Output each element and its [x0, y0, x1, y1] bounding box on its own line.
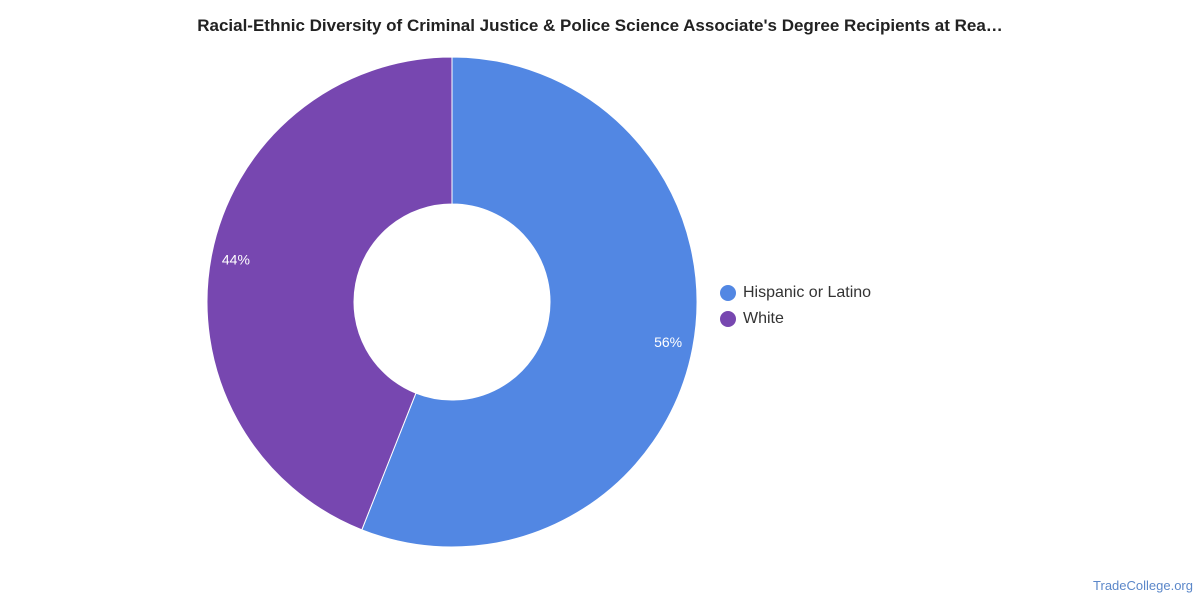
- legend-label-white: White: [743, 310, 784, 327]
- legend-swatch-white: [720, 311, 736, 327]
- slice-hispanic-or-latino[interactable]: [361, 56, 698, 548]
- slice-white[interactable]: [206, 56, 453, 531]
- legend-item-white[interactable]: White: [720, 306, 871, 332]
- slices-group: [206, 56, 698, 548]
- source-credit-link[interactable]: TradeCollege.org: [1093, 578, 1193, 593]
- slice-labels-group: 56% 44%: [222, 251, 682, 349]
- legend-item-hispanic-or-latino[interactable]: Hispanic or Latino: [720, 280, 871, 306]
- chart-title: Racial-Ethnic Diversity of Criminal Just…: [197, 16, 1003, 35]
- slice-label-white: 44%: [222, 251, 250, 267]
- slice-label-hispanic-or-latino: 56%: [654, 334, 682, 350]
- legend-swatch-hispanic-or-latino: [720, 285, 736, 301]
- legend-label-hispanic-or-latino: Hispanic or Latino: [743, 284, 872, 301]
- legend: Hispanic or Latino White: [720, 280, 871, 332]
